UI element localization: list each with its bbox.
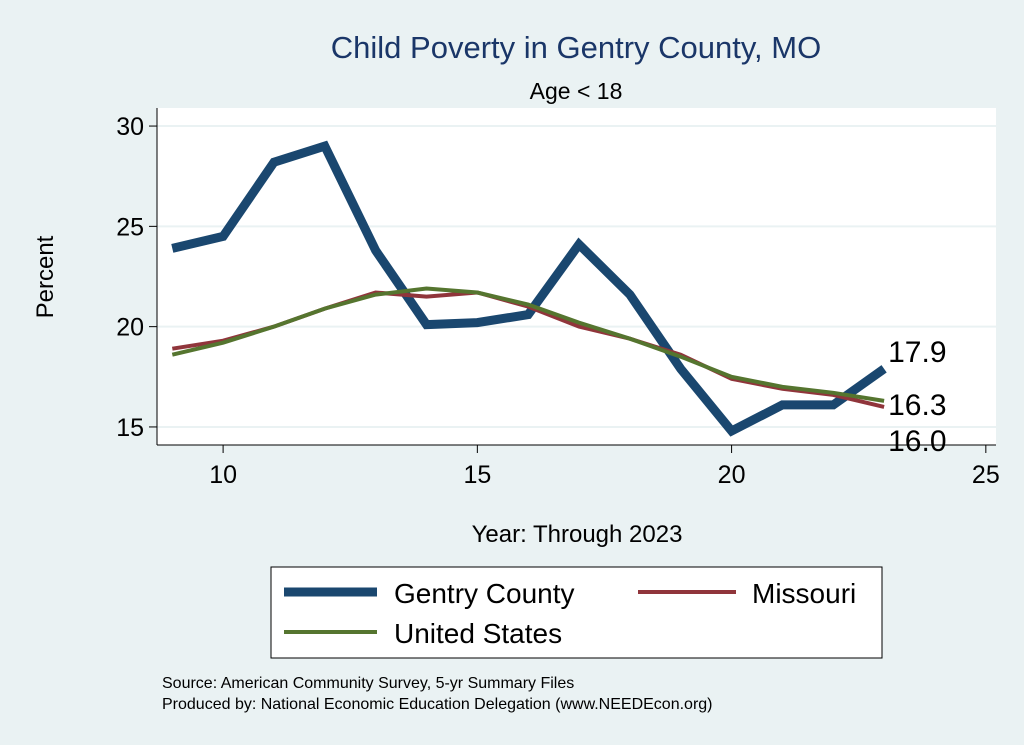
x-tick-label-10: 10 — [209, 461, 237, 489]
legend-label-missouri: Missouri — [752, 578, 856, 609]
chart-title: Child Poverty in Gentry County, MO — [331, 30, 821, 65]
series-line-united-states — [171, 286, 885, 403]
gridlines — [157, 125, 996, 428]
end-label-16-3: 16.3 — [888, 389, 946, 422]
series-lines — [171, 140, 887, 437]
series-line-gentry-county — [171, 140, 887, 437]
end-label-17-9: 17.9 — [888, 336, 946, 369]
legend-label-gentry-county: Gentry County — [394, 578, 575, 609]
x-tick-label-15: 15 — [463, 461, 491, 489]
legend: Gentry County Missouri United States — [270, 566, 883, 659]
y-axis-ticks: 15 20 25 30 — [116, 113, 157, 442]
source-note: Source: American Community Survey, 5-yr … — [162, 675, 574, 692]
x-axis-ticks: 10 15 20 25 — [209, 445, 1000, 489]
legend-box — [270, 566, 883, 659]
end-label-16-0: 16.0 — [888, 425, 946, 458]
x-tick-label-20: 20 — [718, 461, 746, 489]
x-axis-title: Year: Through 2023 — [472, 521, 683, 548]
end-labels: 17.9 16.316.0 — [888, 336, 946, 458]
x-tick-label-25: 25 — [972, 461, 1000, 489]
producer-note: Produced by: National Economic Education… — [162, 696, 713, 713]
y-tick-label-15: 15 — [116, 414, 144, 442]
y-tick-label-30: 30 — [116, 113, 144, 141]
legend-label-united-states: United States — [394, 618, 562, 649]
chart-subtitle: Age < 18 — [530, 78, 623, 104]
y-tick-label-20: 20 — [116, 314, 144, 342]
y-axis-title: Percent — [32, 235, 59, 318]
y-tick-label-25: 25 — [116, 213, 144, 241]
